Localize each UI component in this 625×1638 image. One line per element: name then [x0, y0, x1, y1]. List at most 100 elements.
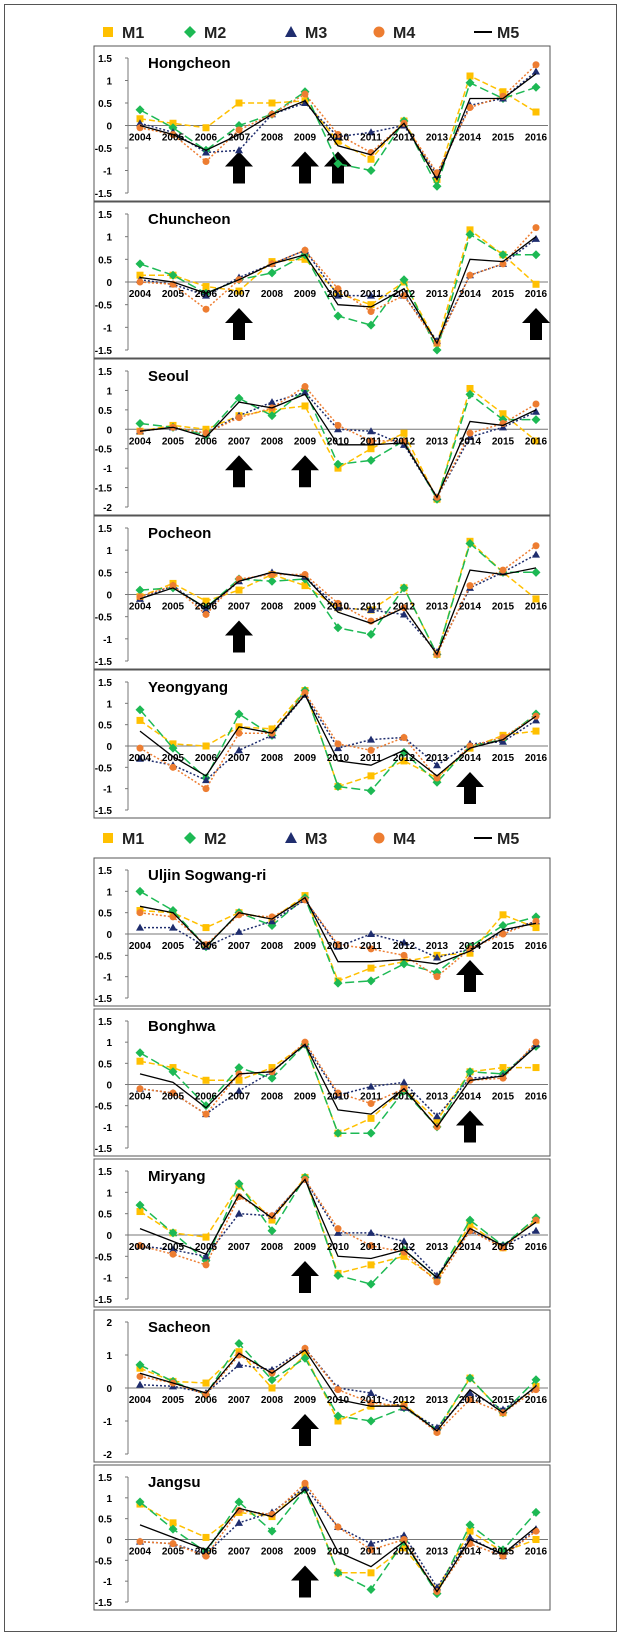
data-point-m4-2012	[400, 292, 408, 300]
y-tick-label: -1	[103, 464, 112, 475]
x-tick-label: 2004	[129, 1547, 152, 1558]
y-tick-label: 0	[106, 1536, 112, 1547]
x-tick-label: 2008	[261, 1092, 284, 1103]
y-tick-label: 0	[106, 1384, 112, 1395]
data-point-m2-2011	[366, 976, 376, 986]
data-point-m2-2011	[366, 1128, 376, 1138]
series-line-m5	[139, 693, 537, 777]
x-tick-label: 2010	[327, 436, 350, 447]
data-point-m1-2007	[235, 287, 243, 295]
data-point-m4-2004	[136, 744, 144, 752]
x-tick-label: 2013	[426, 436, 449, 447]
y-tick-label: 0.5	[98, 1210, 112, 1221]
data-point-m3-2005	[169, 1245, 177, 1253]
x-tick-label: 2014	[459, 602, 482, 613]
x-tick-label: 2010	[327, 941, 350, 952]
y-tick-label: 1	[106, 1038, 112, 1049]
data-point-m3-2016	[532, 234, 540, 242]
x-tick-label: 2014	[459, 436, 482, 447]
data-point-m4-2013	[433, 1429, 441, 1437]
y-tick-label: 0.5	[98, 99, 112, 110]
data-point-m3-2016	[532, 550, 540, 558]
data-point-m2-2011	[366, 166, 376, 175]
x-tick-label: 2016	[525, 1242, 548, 1253]
data-point-m4-2006	[202, 785, 210, 793]
x-tick-label: 2016	[525, 1092, 548, 1103]
y-tick-label: 0	[106, 591, 112, 602]
y-tick-label: 1.5	[98, 54, 112, 65]
x-tick-label: 2015	[492, 1547, 515, 1558]
data-point-m1-2015	[499, 410, 507, 418]
data-point-m3-2013	[433, 953, 441, 961]
data-point-m3-2004	[136, 1380, 144, 1388]
x-tick-label: 2005	[162, 941, 185, 952]
y-tick-label: 1.5	[98, 210, 112, 221]
x-tick-label: 2006	[195, 436, 218, 447]
data-point-m3-2010	[334, 291, 342, 299]
data-point-m1-2011	[367, 964, 375, 972]
x-tick-label: 2015	[492, 289, 515, 300]
data-point-m1-2006	[202, 124, 210, 132]
x-tick-label: 2008	[261, 436, 284, 447]
data-point-m3-2004	[136, 119, 144, 127]
data-point-m2-2005	[168, 270, 178, 280]
y-tick-label: -0.5	[95, 951, 113, 962]
data-point-m1-2008	[268, 1064, 276, 1072]
data-point-m4-2005	[169, 763, 177, 771]
series-m4	[136, 896, 540, 981]
panel-title: Uljin Sogwang-ri	[148, 867, 266, 884]
y-tick-label: -1.5	[95, 1144, 113, 1155]
series-m4	[136, 1344, 540, 1437]
data-point-m3-2006	[202, 776, 210, 784]
data-point-m4-2011	[367, 1100, 375, 1108]
data-point-m4-2016	[532, 400, 540, 408]
x-tick-label: 2012	[393, 1092, 416, 1103]
y-tick-label: -0.5	[95, 1102, 113, 1113]
data-point-m2-2011	[366, 455, 376, 465]
legend-item-m1: M1	[103, 831, 144, 848]
data-point-m2-2007	[234, 1338, 244, 1348]
series-m4	[136, 689, 540, 793]
data-point-m1-2006	[202, 1379, 210, 1387]
data-point-m4-2013	[433, 973, 441, 981]
data-point-m2-2011	[366, 1416, 376, 1426]
data-point-m3-2006	[202, 606, 210, 614]
data-point-m1-2014	[466, 72, 474, 80]
data-point-m2-2004	[135, 705, 145, 715]
y-tick-label: 1	[106, 386, 112, 397]
data-point-m2-2007	[234, 1179, 244, 1189]
panel-pocheon: 1.5 1 0.5 0 -0.5 -1 -1.5 Pocheon 2004 2005 2006 200…	[93, 515, 551, 670]
legend-label-m1: M1	[122, 25, 144, 42]
panel-hongcheon: 1.5 1 0.5 0 -0.5 -1 -1.5 Hongcheon 2004 2005 2006 2…	[93, 45, 551, 202]
y-tick-label: -1.5	[95, 994, 113, 1005]
x-tick-label: 2016	[525, 602, 548, 613]
event-arrow-2009	[291, 455, 319, 488]
event-arrow-2007	[225, 620, 253, 653]
x-tick-label: 2007	[228, 602, 251, 613]
data-point-m3-2013	[433, 761, 441, 769]
data-point-m4-2014	[466, 271, 474, 279]
data-point-m3-2016	[532, 407, 540, 415]
data-point-m2-2010	[333, 1128, 343, 1138]
data-point-m2-2010	[333, 623, 343, 633]
data-point-m4-2012	[400, 733, 408, 741]
y-tick-label: 0	[106, 1081, 112, 1092]
x-tick-label: 2011	[360, 753, 382, 764]
legend-label-m2: M2	[204, 25, 226, 42]
data-point-m3-2011	[367, 1228, 375, 1236]
x-tick-label: 2008	[261, 602, 284, 613]
data-point-m1-2014	[466, 384, 474, 392]
data-point-m4-2005	[169, 582, 177, 590]
x-tick-label: 2011	[360, 133, 382, 144]
data-point-m4-2009	[301, 1344, 309, 1352]
series-m5	[139, 236, 537, 345]
panel-border	[93, 1309, 551, 1463]
x-tick-label: 2009	[294, 1092, 317, 1103]
data-point-m1-2007	[235, 99, 243, 107]
legend-marker-m2	[184, 832, 196, 844]
x-tick-label: 2010	[327, 602, 350, 613]
legend-label-m5: M5	[497, 25, 519, 42]
data-point-m2-2004	[135, 105, 145, 115]
data-point-m2-2010	[333, 1411, 343, 1421]
x-tick-label: 2012	[393, 1242, 416, 1253]
